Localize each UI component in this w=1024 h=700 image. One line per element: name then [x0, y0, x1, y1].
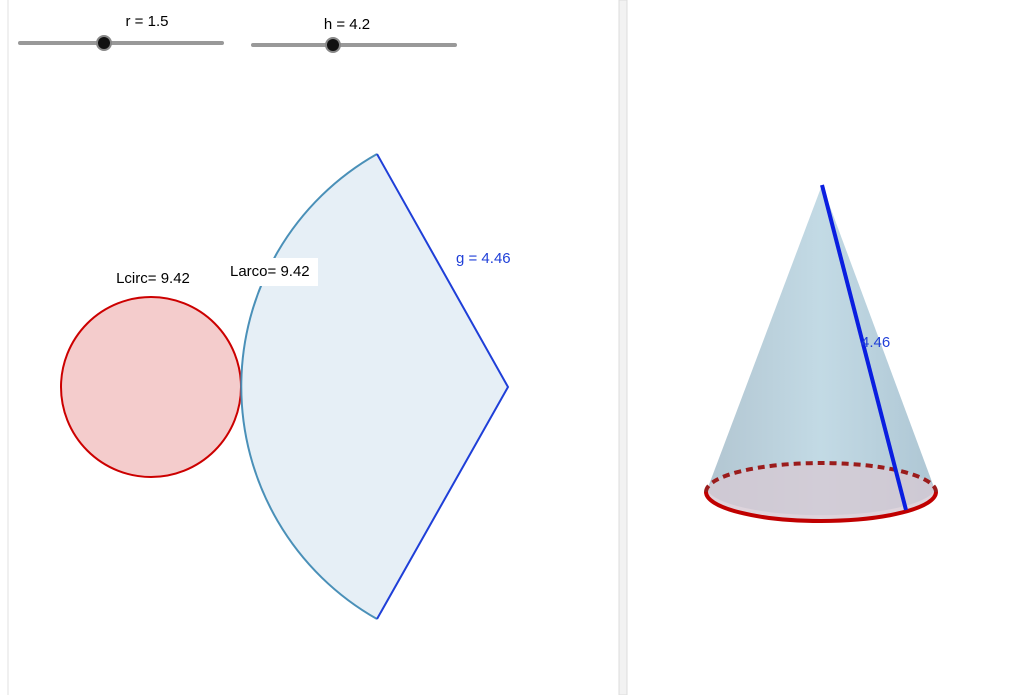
slider-h[interactable]: h = 4.2 — [251, 16, 457, 53]
cone-generatrix[interactable] — [820, 184, 908, 511]
base-circle[interactable] — [60, 296, 242, 478]
slider-knob[interactable] — [325, 37, 341, 53]
generatrix-label: g = 4.46 — [456, 250, 511, 267]
slider-label: h = 4.2 — [324, 16, 370, 33]
arc-label: Larco= 9.42 — [230, 263, 310, 280]
cone-generatrix-label: 4.46 — [861, 334, 890, 351]
base-front-edge — [704, 491, 938, 523]
panel-divider[interactable] — [618, 0, 628, 696]
circle-label: Lcirc= 9.42 — [116, 270, 190, 287]
slider-label: r = 1.5 — [126, 13, 169, 30]
base-back-edge — [704, 461, 938, 493]
sector-radii — [376, 153, 510, 620]
slider-r[interactable]: r = 1.5 — [18, 13, 224, 51]
cone-surface[interactable] — [707, 185, 935, 516]
sector-arc — [240, 153, 378, 620]
cone-base[interactable] — [706, 463, 936, 521]
slider-knob[interactable] — [96, 35, 112, 51]
label-background — [228, 258, 318, 286]
